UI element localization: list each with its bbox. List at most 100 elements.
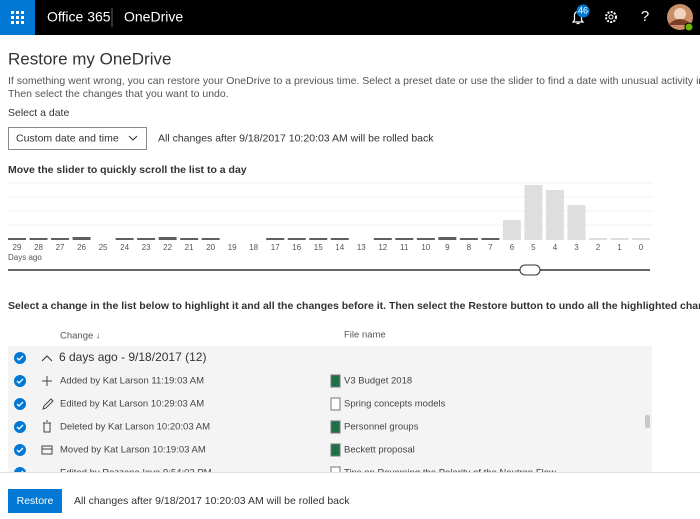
activity-bar: [158, 237, 177, 240]
x-tick-label: 14: [335, 243, 344, 252]
change-icon: [43, 420, 51, 433]
app-name[interactable]: Office 365: [47, 9, 111, 25]
x-axis-label: Days ago: [8, 253, 42, 262]
file-icon: [330, 420, 341, 434]
change-icon: [42, 376, 52, 386]
file-icon: [330, 374, 341, 388]
x-tick-label: 17: [271, 243, 280, 252]
x-tick-label: 12: [378, 243, 387, 252]
x-tick-label: 15: [314, 243, 323, 252]
check-mark: [16, 447, 24, 453]
page-title: Restore my OneDrive: [8, 49, 171, 68]
column-header[interactable]: Change ↓: [60, 331, 101, 342]
activity-bar: [29, 238, 48, 240]
activity-bar: [266, 238, 285, 240]
x-tick-label: 23: [142, 243, 151, 252]
activity-bar: [201, 238, 220, 240]
column-header[interactable]: File name: [344, 330, 386, 341]
activity-bar: [524, 185, 543, 240]
settings[interactable]: [605, 11, 617, 23]
chart-background-lines: [8, 182, 652, 226]
change-text: Edited by Kat Larson 10:29:03 AM: [60, 399, 204, 410]
check-mark: [16, 378, 24, 384]
x-tick-label: 9: [445, 243, 450, 252]
activity-bar: [137, 238, 156, 240]
change-icon: [42, 398, 54, 410]
activity-bar: [567, 205, 586, 240]
notifications[interactable]: 46: [571, 4, 590, 25]
row-check: [14, 375, 26, 387]
x-tick-label: 2: [596, 243, 601, 252]
x-tick-label: 8: [467, 243, 472, 252]
button-label: Restore: [17, 495, 54, 507]
change-row[interactable]: Deleted by Kat Larson 10:20:03 AM Personn…: [14, 420, 419, 434]
activity-bar: [438, 237, 457, 240]
file-name: Beckett proposal: [344, 445, 415, 456]
x-tick-label: 1: [617, 243, 622, 252]
notification-count: 46: [578, 5, 588, 15]
activity-bar: [72, 237, 91, 240]
x-tick-label: 22: [163, 243, 172, 252]
x-tick-label: 11: [400, 243, 409, 252]
activity-bar: [330, 238, 349, 240]
x-tick-label: 16: [292, 243, 301, 252]
change-row[interactable]: Edited by Kat Larson 10:29:03 AM Spring c…: [14, 397, 446, 411]
row-check: [14, 398, 26, 410]
change-text: Deleted by Kat Larson 10:20:03 AM: [60, 422, 210, 433]
change-icon: [41, 445, 53, 455]
file-name: Personnel groups: [344, 422, 419, 433]
x-tick-label: 6: [510, 243, 515, 252]
x-tick-label: 27: [56, 243, 65, 252]
change-row[interactable]: Added by Kat Larson 11:19:03 AM V3 Budget…: [14, 374, 412, 388]
group-row[interactable]: 6 days ago - 9/18/2017 (12): [14, 350, 206, 364]
change-text: Moved by Kat Larson 10:19:03 AM: [60, 445, 206, 456]
x-tick-label: 26: [77, 243, 86, 252]
activity-bar: [502, 220, 521, 240]
restore-button[interactable]: Restore: [8, 489, 62, 513]
x-tick-label: 10: [421, 243, 430, 252]
x-tick-label: 20: [206, 243, 215, 252]
scrollbar-thumb[interactable]: [645, 415, 650, 428]
activity-bar: [416, 238, 435, 240]
row-check: [14, 421, 26, 433]
dropdown-value: Custom date and time: [16, 132, 119, 144]
file-icon: [330, 443, 341, 457]
x-tick-label: 25: [99, 243, 108, 252]
activity-bar: [373, 238, 392, 240]
check-mark: [16, 424, 24, 430]
avatar[interactable]: [667, 4, 694, 32]
x-tick-label: 0: [639, 243, 644, 252]
x-tick-label: 24: [120, 243, 129, 252]
x-tick-label: 13: [357, 243, 366, 252]
change-row[interactable]: Moved by Kat Larson 10:19:03 AM Beckett p…: [14, 443, 415, 457]
description-line: Then select the changes that you want to…: [8, 88, 229, 100]
x-tick-label: 29: [13, 243, 22, 252]
footer-note: All changes after 9/18/2017 10:20:03 AM …: [74, 495, 350, 507]
activity-bar: [51, 238, 70, 240]
list-body: [8, 346, 652, 472]
file-icon: [330, 397, 341, 411]
activity-bar: [8, 238, 26, 240]
activity-bar: [459, 238, 478, 240]
activity-bar: [545, 190, 564, 240]
x-tick-label: 21: [185, 243, 194, 252]
description-line: If something went wrong, you can restore…: [8, 75, 700, 87]
activity-bar: [588, 238, 607, 240]
activity-bar: [309, 238, 328, 240]
file-name: Spring concepts models: [344, 399, 446, 410]
launcher-icon: [11, 11, 24, 24]
footer: [0, 472, 700, 519]
date-dropdown[interactable]: Custom date and time: [8, 127, 147, 150]
x-tick-label: 7: [488, 243, 493, 252]
x-tick-label: 3: [574, 243, 579, 252]
help[interactable]: ?: [641, 8, 649, 25]
product-name[interactable]: OneDrive: [124, 9, 183, 25]
group-title: 6 days ago - 9/18/2017 (12): [59, 350, 206, 364]
change-text: Added by Kat Larson 11:19:03 AM: [60, 376, 204, 387]
row-check: [14, 444, 26, 456]
list-instruction: Select a change in the list below to hig…: [8, 300, 700, 312]
x-tick-label: 28: [34, 243, 43, 252]
slider-thumb[interactable]: [519, 264, 541, 276]
activity-bar: [632, 238, 650, 240]
